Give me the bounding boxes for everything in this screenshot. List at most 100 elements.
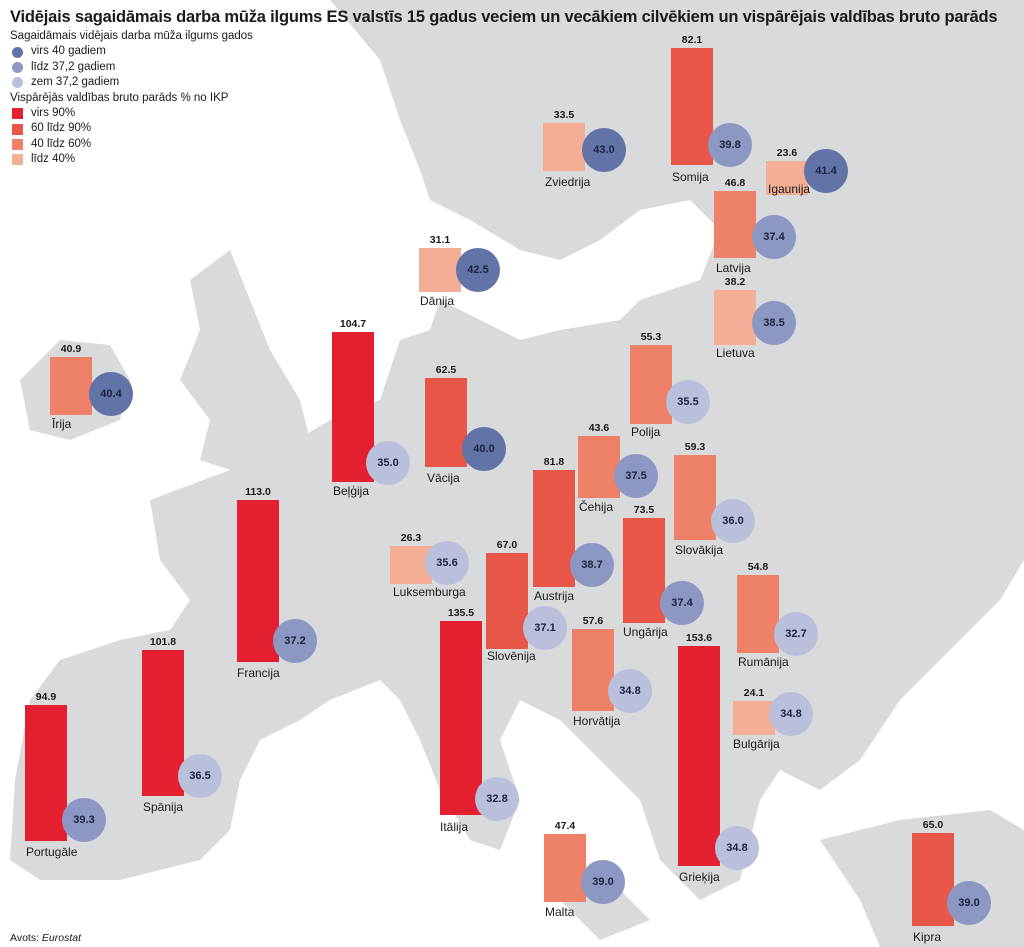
- debt-value-label: 113.0: [245, 486, 271, 499]
- work-life-circle: 37.4: [752, 215, 796, 259]
- work-life-circle: 34.8: [715, 826, 759, 870]
- country-label: Kipra: [913, 930, 942, 944]
- work-life-circle: 32.8: [475, 777, 519, 821]
- debt-value-label: 153.6: [685, 632, 713, 645]
- debt-bar: [578, 435, 620, 498]
- country-label: Vācija: [427, 471, 460, 485]
- legend-square-swatch: [12, 123, 23, 135]
- source-name: Eurostat: [41, 932, 82, 944]
- debt-bar: [674, 455, 716, 540]
- work-life-circle: 32.7: [774, 612, 818, 656]
- work-life-circle: 42.5: [456, 248, 500, 292]
- legend-item-label: līdz 37,2 gadiem: [31, 60, 116, 73]
- work-life-circle: 39.0: [581, 860, 625, 904]
- legend-circle-swatch: [12, 46, 23, 58]
- country-label: Somija: [672, 170, 709, 184]
- work-life-circle: 37.4: [660, 581, 704, 625]
- country-label: Horvātija: [573, 714, 621, 728]
- debt-bar: [533, 470, 575, 587]
- debt-bar: [678, 646, 720, 866]
- country-label: Ungārija: [623, 625, 668, 639]
- work-life-circle: 34.8: [608, 669, 652, 713]
- debt-value-label: 65.0: [922, 819, 944, 832]
- debt-value-label: 43.6: [588, 421, 610, 434]
- legend: Sagaidāmais vidējais darba mūža ilgums g…: [10, 29, 253, 168]
- debt-value-label: 73.5: [633, 503, 655, 516]
- work-life-circle: 37.2: [273, 619, 317, 663]
- country-label: Polija: [631, 425, 661, 439]
- country-label: Francija: [237, 666, 280, 680]
- legend-item: līdz 37,2 gadiem: [10, 60, 253, 75]
- country-label: Slovākija: [675, 543, 724, 557]
- debt-value-label: 55.3: [640, 330, 662, 343]
- country-label: Austrija: [534, 589, 575, 603]
- debt-value-label: 31.1: [429, 233, 451, 246]
- legend-item-label: 40 līdz 60%: [31, 137, 92, 150]
- legend-item: virs 90%: [10, 106, 253, 121]
- debt-value-label: 62.5: [435, 363, 457, 376]
- source-note: Avots: Eurostat: [10, 932, 81, 944]
- debt-bar: [737, 574, 779, 653]
- debt-bar: [25, 705, 67, 841]
- debt-value-label: 82.1: [681, 33, 703, 46]
- debt-value-label: 24.1: [743, 686, 765, 699]
- work-life-circle: 43.0: [582, 128, 626, 172]
- country-label: Dānija: [420, 294, 455, 308]
- work-life-circle: 39.8: [708, 123, 752, 167]
- work-life-circle: 36.5: [178, 754, 222, 798]
- debt-value-label: 26.3: [400, 532, 422, 545]
- debt-value-label: 57.6: [582, 614, 604, 627]
- debt-bar: [714, 290, 756, 345]
- legend-item-label: zem 37,2 gadiem: [31, 76, 120, 89]
- country-label: Lietuva: [716, 346, 755, 360]
- debt-bar: [142, 650, 184, 796]
- work-life-circle: 41.4: [804, 149, 848, 193]
- legend-item: 40 līdz 60%: [10, 137, 253, 152]
- work-life-circle: 38.7: [570, 543, 614, 587]
- legend-item-label: 60 līdz 90%: [31, 122, 92, 135]
- debt-bar: [733, 700, 775, 735]
- legend-debt-heading: Vispārējās valdības bruto parāds % no IK…: [10, 91, 229, 104]
- debt-bar: [237, 500, 279, 662]
- debt-bar: [572, 628, 614, 711]
- work-life-circle: 36.0: [711, 499, 755, 543]
- work-life-circle: 39.3: [62, 798, 106, 842]
- work-life-circle: 35.6: [425, 541, 469, 585]
- debt-bar: [425, 377, 467, 467]
- work-life-circle: 39.0: [947, 881, 991, 925]
- debt-bar: [623, 517, 665, 623]
- debt-value-label: 33.5: [553, 109, 575, 122]
- debt-bar: [766, 161, 808, 195]
- debt-value-label: 47.4: [554, 820, 576, 833]
- legend-item-label: virs 40 gadiem: [31, 45, 106, 58]
- debt-bar: [630, 344, 672, 424]
- debt-value-label: 94.9: [35, 691, 57, 704]
- debt-value-label: 101.8: [149, 636, 177, 649]
- work-life-circle: 35.0: [366, 441, 410, 485]
- debt-value-label: 46.8: [724, 177, 746, 190]
- work-life-circle: 40.0: [462, 427, 506, 471]
- legend-square-swatch: [12, 108, 23, 120]
- legend-item: virs 40 gadiem: [10, 44, 253, 59]
- country-label: Beļģija: [333, 484, 370, 498]
- country-label: Luksemburga: [393, 585, 466, 599]
- legend-circle-swatch: [12, 77, 23, 89]
- debt-value-label: 40.9: [60, 342, 82, 355]
- legend-item-label: līdz 40%: [31, 153, 76, 166]
- debt-bar: [714, 191, 756, 258]
- work-life-circle: 40.4: [89, 372, 133, 416]
- debt-value-label: 135.5: [447, 607, 475, 620]
- debt-bar: [486, 553, 528, 649]
- work-life-circle: 38.5: [752, 301, 796, 345]
- debt-value-label: 81.8: [543, 456, 565, 469]
- debt-value-label: 54.8: [747, 560, 769, 573]
- work-life-circle: 37.1: [523, 606, 567, 650]
- work-life-circle: 35.5: [666, 380, 710, 424]
- debt-bar: [671, 47, 713, 165]
- country-label: Igaunija: [768, 182, 811, 196]
- debt-bar: [50, 356, 92, 415]
- source-prefix: Avots:: [10, 932, 42, 944]
- work-life-circle: 37.5: [614, 454, 658, 498]
- legend-item: līdz 40%: [10, 152, 253, 167]
- debt-bar: [419, 247, 461, 292]
